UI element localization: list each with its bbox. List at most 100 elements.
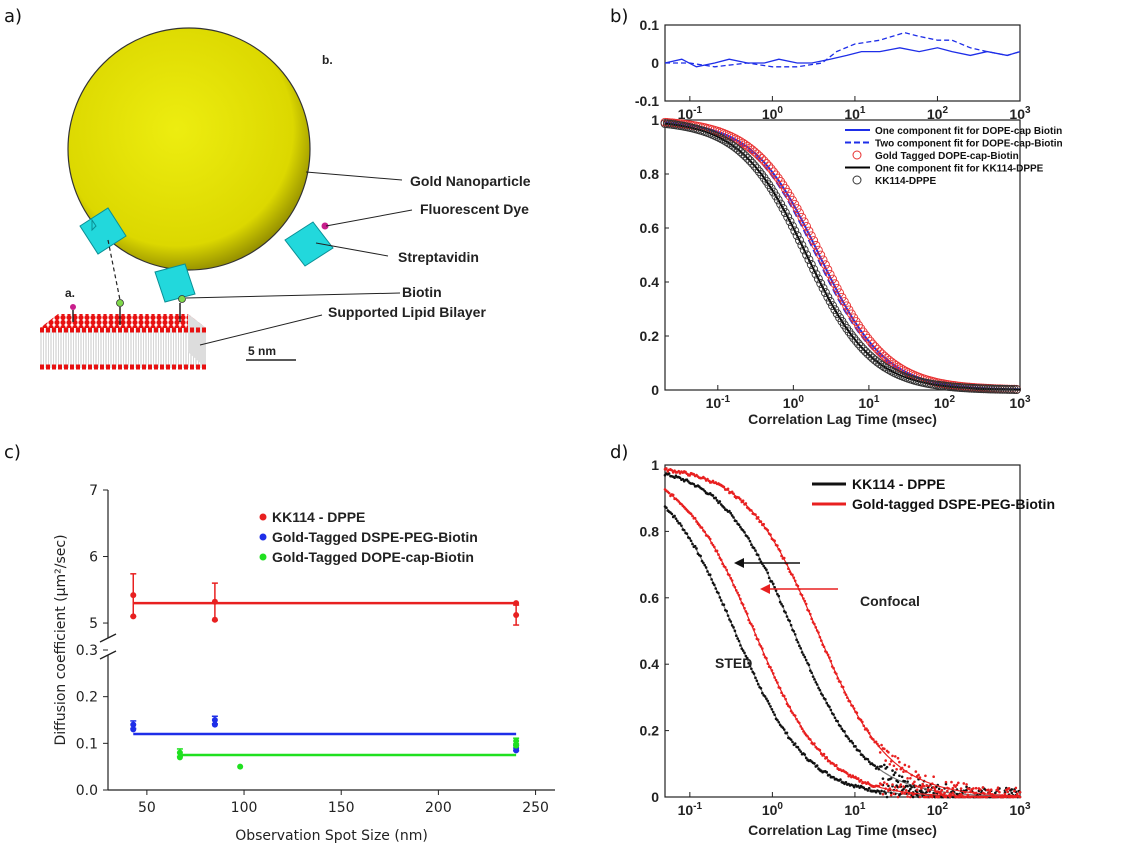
c-data-point [211, 717, 218, 723]
d-data-point [845, 772, 849, 775]
d-data-point [902, 785, 905, 788]
d-data-point [885, 782, 889, 786]
d-data-point [744, 654, 748, 658]
c-xtick-label: 200 [425, 800, 452, 816]
d-data-point [751, 624, 755, 628]
d-data-point [747, 661, 750, 665]
d-data-point [835, 763, 838, 767]
scale-bar-label: 5 nm [248, 344, 276, 358]
b-data-point [863, 333, 873, 343]
b-data-point [752, 149, 762, 159]
b-data-point [811, 269, 821, 279]
d-data-point [828, 656, 831, 659]
d-data-point [695, 547, 698, 550]
d-data-point [747, 537, 750, 540]
d-data-point [667, 472, 671, 475]
d-data-point [921, 782, 924, 786]
d-fit-line [664, 473, 1020, 797]
d-data-point [739, 525, 742, 529]
d-xtick-label: 100 [762, 801, 784, 818]
b-data-point [981, 384, 991, 394]
d-legend-label: Gold-tagged DSPE-PEG-Biotin [852, 496, 1055, 512]
d-data-point [1011, 794, 1015, 798]
d-data-point [744, 502, 748, 505]
b-data-point [858, 344, 868, 354]
d-data-point [818, 635, 822, 639]
d-xtick-label: 101 [844, 801, 866, 818]
d-data-point [825, 770, 829, 774]
d-data-point [874, 740, 878, 744]
d-data-point [758, 643, 761, 646]
b-legend-label: Gold Tagged DOPE-cap-Biotin [875, 151, 1019, 162]
d-data-point [680, 524, 683, 527]
d-data-point [825, 701, 829, 705]
b-data-point [818, 283, 828, 293]
d-data-point [678, 522, 682, 525]
d-data-point [1017, 794, 1020, 798]
d-data-point [888, 762, 892, 766]
d-data-point [773, 676, 776, 679]
d-data-point [782, 556, 786, 560]
b-ytick-label: 0 [651, 382, 659, 398]
d-data-point [803, 753, 807, 756]
d-data-point [782, 728, 786, 731]
d-data-point [904, 770, 908, 773]
d-data-point [835, 672, 838, 676]
d-xtick-label: 10-1 [678, 801, 703, 818]
d-data-point [962, 782, 966, 785]
b-ytick-label: 0.4 [640, 274, 660, 290]
d-data-point [763, 695, 767, 698]
b-data-point [1000, 384, 1010, 394]
d-data-point [766, 699, 770, 703]
d-data-point [928, 795, 931, 799]
b-data-point [995, 384, 1005, 394]
d-data-point [991, 792, 994, 796]
d-data-point [752, 546, 756, 550]
label-a: a. [65, 286, 75, 300]
residual-xtick-label: 10-1 [678, 105, 703, 122]
d-data-point [877, 744, 881, 748]
d-data-point [877, 784, 881, 788]
d-data-point [754, 513, 757, 516]
b-data-point [766, 164, 776, 174]
d-data-point [911, 795, 915, 799]
d-data-point [743, 530, 746, 534]
d-data-point [750, 622, 753, 626]
d-data-point [961, 794, 964, 798]
d-ytick-label: 0 [651, 789, 659, 805]
d-data-point [754, 633, 757, 637]
d-data-point [703, 563, 707, 567]
d-data-point [883, 747, 886, 751]
label-fluorescent-dye: Fluorescent Dye [420, 201, 529, 217]
d-data-point [843, 730, 846, 733]
d-data-point [810, 671, 813, 675]
d-data-point [689, 512, 693, 516]
panel-a-schematic: b. a. Gold Nanoparticle Fluorescent Dye … [40, 27, 531, 370]
residual-xtick-label: 103 [1009, 105, 1031, 122]
d-data-point [800, 651, 804, 654]
d-data-point [777, 594, 781, 598]
c-xtick-label: 150 [328, 800, 355, 816]
d-data-point [798, 748, 801, 751]
b-data-point [894, 362, 904, 372]
d-data-point [718, 556, 722, 560]
b-data-point [854, 339, 863, 349]
d-data-point [799, 646, 802, 650]
b-data-point [771, 170, 781, 180]
d-data-point [898, 774, 901, 778]
d-data-point [756, 682, 760, 686]
d-data-point [866, 757, 870, 761]
d-data-point [798, 644, 801, 648]
d-data-point [1014, 795, 1018, 799]
label-gold-nanoparticle: Gold Nanoparticle [410, 173, 531, 189]
d-data-point [907, 765, 911, 768]
panel-label-b: b) [610, 6, 628, 27]
b-data-point [849, 333, 859, 343]
d-data-point [958, 793, 961, 797]
d-data-point [770, 669, 774, 672]
d-data-point [963, 790, 967, 794]
d-data-point [855, 711, 859, 715]
d-data-point [671, 493, 675, 497]
d-data-point [793, 742, 797, 745]
b-xtick-label: 101 [858, 394, 880, 411]
